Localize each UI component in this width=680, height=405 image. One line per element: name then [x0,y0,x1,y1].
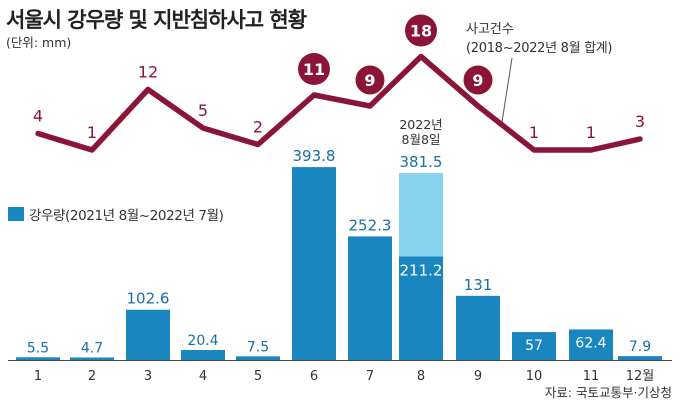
bar-9 [456,295,500,360]
accident-count-label: 4 [33,107,43,126]
chart-title: 서울시 강우량 및 지반침하사고 현황 [6,8,307,32]
bar-value-label: 57 [525,338,543,354]
accident-count-label: 1 [87,123,97,142]
bar-12월 [618,356,662,360]
x-tick-label: 10 [526,369,543,384]
bar-6 [292,167,336,360]
source-note: 자료: 국토교통부·기상청 [544,385,672,400]
accident-count-label: 5 [198,101,208,120]
bar-value-label: 4.7 [81,341,103,357]
accident-count-label: 3 [635,112,645,131]
accident-count-label: 1 [586,123,596,142]
x-tick-label: 7 [366,369,374,384]
bar-value-label: 102.6 [127,290,170,308]
x-tick-label: 6 [310,369,318,384]
x-tick-label: 4 [199,369,207,384]
highlight-note-year: 2022년 [399,117,442,132]
highlight-note-date: 8월8일 [402,132,441,147]
bar-value-label: 5.5 [27,340,49,356]
accident-count-label: 11 [303,60,325,79]
accident-count-circle [405,14,437,47]
bar-8-part [399,256,443,360]
bar-7 [348,236,392,360]
bar-value-label: 252.3 [349,216,392,234]
accident-count-label: 9 [472,71,483,90]
accident-count-circle [298,53,330,85]
x-tick-label: 12월 [626,369,655,384]
bar-1 [16,357,60,360]
accident-period-label: (2018~2022년 8월 합계) [466,41,613,56]
bar-4 [181,350,225,360]
bar-value-label: 7.9 [629,339,651,355]
bar-value-label: 62.4 [575,335,606,351]
accident-count-label: 18 [410,22,432,41]
bar-value-label: 20.4 [187,333,218,349]
accident-count-label: 9 [364,71,375,90]
x-tick-label: 11 [583,369,600,384]
x-tick-label: 9 [474,369,482,384]
bar-10 [512,332,556,360]
bar-5 [236,356,280,360]
bar-3 [126,309,170,360]
accident-count-label: 1 [529,123,539,142]
bar-11 [569,329,613,360]
legend-swatch [8,207,24,221]
accident-count-circle [355,65,385,95]
unit-label: (단위: mm) [6,35,72,50]
bar-value-label: 131 [464,276,493,294]
accident-count-label: 2 [253,118,263,137]
x-tick-label: 8 [417,369,425,384]
legend: 강우량(2021년 8월~2022년 7월) [8,204,224,224]
accident-count-circle [463,65,493,95]
bar-2 [70,357,114,360]
x-tick-label: 1 [34,369,42,384]
bar-part-label: 211.2 [400,262,443,280]
bar-value-label: 381.5 [400,153,443,171]
accident-count-label: 12 [138,63,158,82]
bar-value-label: 393.8 [293,147,336,165]
legend-label: 강우량(2021년 8월~2022년 7월) [29,208,224,224]
x-tick-label: 3 [144,369,152,384]
x-tick-label: 5 [254,369,262,384]
accident-count-label: 사고건수 [466,22,514,37]
x-tick-label: 2 [88,369,96,384]
annotation-leader [501,57,513,123]
bar-value-label: 7.5 [247,339,269,355]
accident-line [35,53,643,153]
